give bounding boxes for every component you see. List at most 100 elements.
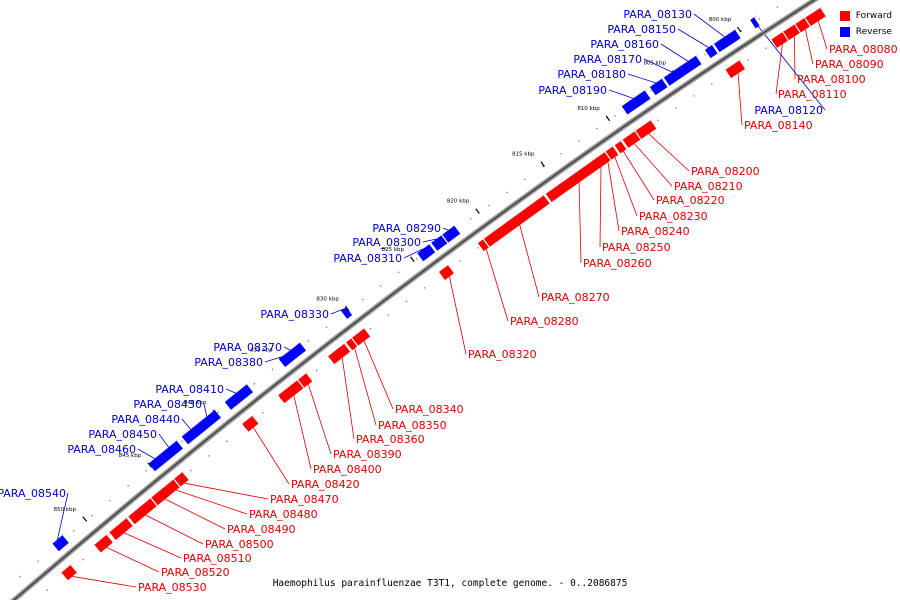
reverse-gene-16 [160, 437, 183, 462]
gene-label: PARA_08490 [227, 523, 296, 536]
tick-label: 845 kbp [119, 453, 142, 459]
reverse-gene-3 [663, 63, 686, 86]
gene-label: PARA_08080 [829, 43, 898, 56]
gene-label: PARA_08320 [468, 348, 537, 361]
reverse-gene-8 [431, 232, 448, 251]
reverse-gene-6 [750, 14, 760, 29]
tick-marks: 800 kbp 805 kbp 810 kbp 815 kbp 820 kbp 825 k… [54, 17, 742, 522]
forward-gene-8 [605, 143, 619, 160]
reverse-gene-14 [198, 406, 221, 431]
forward-gene-19 [278, 377, 304, 404]
reverse-gene-5 [621, 87, 651, 115]
forward-gene-16 [346, 335, 358, 351]
tick-label: 815 kbp [512, 152, 535, 158]
legend: Forward Reverse [839, 8, 892, 40]
reverse-gene-17 [148, 450, 167, 472]
forward-gene-1 [795, 15, 810, 33]
gene-labels: PARA_08080 PARA_08090 PARA_08100 PARA_08110… [0, 8, 898, 594]
forward-gene-24 [128, 495, 157, 525]
gene-label: PARA_08150 [607, 23, 676, 36]
forward-gene-15 [352, 325, 371, 346]
tick-label: 840 kbp [184, 400, 207, 406]
gene-label: PARA_08340 [395, 403, 464, 416]
tick-label: 800 kbp [709, 17, 732, 23]
gene-label: PARA_08160 [590, 38, 659, 51]
reverse-gene-0 [714, 26, 741, 53]
reverse-gene-18 [52, 532, 69, 552]
forward-gene-22 [166, 476, 180, 493]
forward-gene-7 [614, 138, 627, 154]
gene-label: PARA_08310 [333, 252, 402, 265]
forward-gene-4 [725, 57, 746, 79]
forward-gene-18 [298, 370, 313, 388]
forward-gene-20 [242, 412, 259, 432]
reverse-gene-4 [649, 75, 668, 96]
gene-label: PARA_08360 [356, 433, 425, 446]
gene-label: PARA_08120 [754, 104, 823, 117]
leader-lines [57, 13, 828, 588]
reverse-gene-2 [679, 52, 702, 75]
tick-label: 850 kbp [54, 507, 77, 513]
reverse-gene-9 [417, 241, 436, 262]
gene-label: PARA_08440 [111, 413, 180, 426]
gene-label: PARA_08460 [67, 443, 136, 456]
gene-label: PARA_08540 [0, 487, 66, 500]
reverse-gene-12 [278, 351, 292, 367]
gene-label: PARA_08390 [333, 448, 402, 461]
tick-label: 825 kbp [382, 247, 405, 253]
gene-label: PARA_08530 [138, 581, 207, 594]
forward-gene-11 [545, 152, 607, 203]
genome-caption: Haemophilus parainfluenzae T3T1, complet… [272, 578, 628, 589]
forward-gene-track [61, 4, 826, 581]
forward-gene-25 [109, 515, 133, 540]
forward-gene-3 [771, 29, 788, 48]
gene-label: PARA_08290 [372, 222, 441, 235]
tick-label: 805 kbp [644, 60, 667, 66]
gene-label: PARA_08210 [674, 180, 743, 193]
forward-gene-17 [328, 340, 351, 365]
gene-label: PARA_08270 [541, 291, 610, 304]
gene-label: PARA_08190 [538, 84, 607, 97]
gene-label: PARA_08400 [313, 463, 382, 476]
gene-label: PARA_08110 [778, 88, 847, 101]
gene-label: PARA_08520 [161, 566, 230, 579]
gene-label: PARA_08260 [583, 257, 652, 270]
gene-label: PARA_08300 [352, 236, 421, 249]
gene-label: PARA_08450 [88, 428, 157, 441]
reverse-gene-track [52, 14, 760, 552]
forward-gene-14 [438, 262, 454, 280]
forward-gene-0 [805, 4, 826, 26]
forward-swatch [839, 11, 850, 21]
gene-label: PARA_08230 [639, 210, 708, 223]
reverse-swatch [839, 27, 850, 37]
forward-gene-12 [483, 192, 550, 247]
gene-label: PARA_08420 [291, 478, 360, 491]
forward-gene-26 [94, 531, 113, 553]
gene-label: PARA_08200 [691, 165, 760, 178]
tick-label: 835 kbp [250, 348, 273, 354]
gene-label: PARA_08410 [155, 383, 224, 396]
forward-gene-9 [599, 149, 611, 164]
reverse-gene-10 [341, 304, 353, 319]
gene-label: PARA_08430 [133, 398, 202, 411]
gene-label: PARA_08280 [510, 315, 579, 328]
forward-gene-6 [622, 128, 641, 148]
gene-label: PARA_08130 [623, 8, 692, 21]
legend-reverse: Reverse [839, 24, 892, 40]
gene-label: PARA_08510 [183, 552, 252, 565]
tick-label: 810 kbp [577, 106, 600, 112]
forward-gene-5 [635, 117, 657, 139]
gene-label: PARA_08100 [797, 73, 866, 86]
gene-label: PARA_08090 [815, 58, 884, 71]
gene-label: PARA_08330 [260, 308, 329, 321]
gene-label: PARA_08180 [557, 68, 626, 81]
gene-label: PARA_08500 [205, 538, 274, 551]
reverse-gene-15 [181, 419, 206, 445]
reverse-gene-1 [705, 42, 718, 59]
legend-forward-label: Forward [855, 11, 892, 21]
forward-gene-27 [61, 562, 77, 581]
legend-reverse-label: Reverse [855, 27, 892, 37]
gene-label: PARA_08480 [249, 508, 318, 521]
